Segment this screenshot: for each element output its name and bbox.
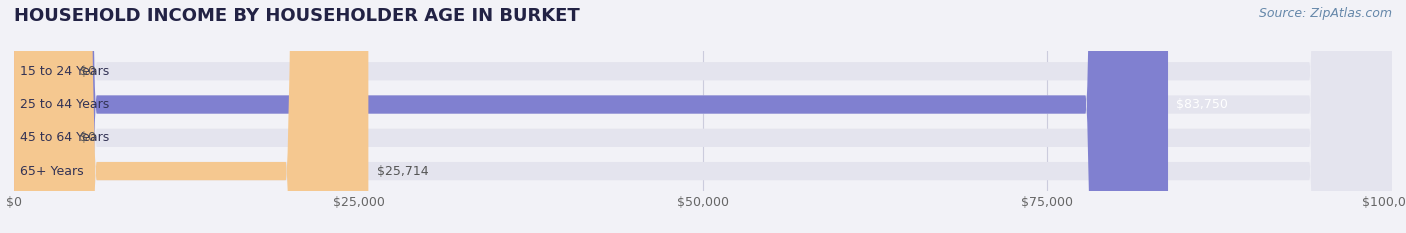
FancyBboxPatch shape (14, 0, 368, 233)
Text: 45 to 64 Years: 45 to 64 Years (20, 131, 108, 144)
FancyBboxPatch shape (14, 0, 72, 233)
Text: $0: $0 (80, 131, 96, 144)
Text: 65+ Years: 65+ Years (20, 164, 83, 178)
Text: 25 to 44 Years: 25 to 44 Years (20, 98, 108, 111)
FancyBboxPatch shape (14, 0, 1392, 233)
FancyBboxPatch shape (14, 0, 1168, 233)
Text: HOUSEHOLD INCOME BY HOUSEHOLDER AGE IN BURKET: HOUSEHOLD INCOME BY HOUSEHOLDER AGE IN B… (14, 7, 579, 25)
Text: 15 to 24 Years: 15 to 24 Years (20, 65, 108, 78)
FancyBboxPatch shape (14, 0, 1392, 233)
FancyBboxPatch shape (14, 0, 72, 233)
Text: $83,750: $83,750 (1177, 98, 1229, 111)
Text: $25,714: $25,714 (377, 164, 429, 178)
Text: Source: ZipAtlas.com: Source: ZipAtlas.com (1258, 7, 1392, 20)
FancyBboxPatch shape (14, 0, 1392, 233)
Text: $0: $0 (80, 65, 96, 78)
FancyBboxPatch shape (14, 0, 1392, 233)
